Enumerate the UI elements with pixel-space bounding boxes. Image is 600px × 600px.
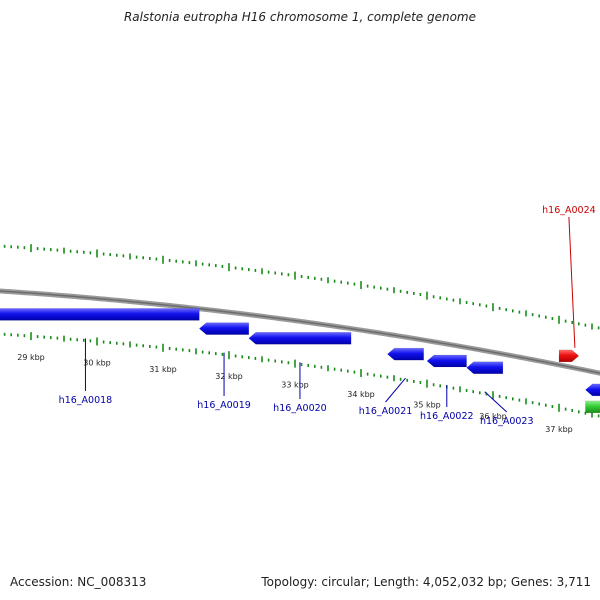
reverse-gene-arrow[interactable] — [585, 383, 600, 397]
gene-features — [0, 308, 600, 414]
gene-labels: h16_A0018 h16_A0019 h16_A0020 h16_A0021 h16_… — [59, 205, 596, 427]
reverse-gene-arrow[interactable] — [0, 308, 200, 321]
inner-tick-marks — [3, 332, 600, 418]
forward-gene-arrow[interactable] — [558, 349, 580, 363]
kbp-tick-label: 30 kbp — [83, 358, 111, 367]
gene-label[interactable]: h16_A0021 — [359, 406, 413, 417]
kbp-tick-label: 37 kbp — [545, 425, 573, 434]
accession-text: Accession: NC_008313 — [10, 575, 147, 589]
gene-label[interactable]: h16_A0022 — [420, 411, 474, 422]
kbp-tick-label: 31 kbp — [149, 365, 177, 374]
gene-label[interactable]: h16_A0023 — [480, 416, 534, 427]
map-title: Ralstonia eutropha H16 chromosome 1, com… — [123, 10, 477, 24]
chromosome-backbone — [0, 288, 600, 376]
genome-summary-text: Topology: circular; Length: 4,052,032 bp… — [261, 575, 591, 589]
gene-label[interactable]: h16_A0018 — [59, 395, 113, 406]
backbone-core — [0, 290, 600, 374]
kbp-tick-label: 35 kbp — [413, 401, 441, 410]
gene-label-leader — [568, 216, 576, 348]
gene-label[interactable]: h16_A0024 — [542, 205, 596, 216]
gene-label[interactable]: h16_A0020 — [273, 403, 327, 414]
reverse-gene-arrow[interactable] — [426, 354, 467, 368]
kbp-tick-label: 33 kbp — [281, 381, 309, 390]
gene-label-leader — [385, 377, 406, 403]
reverse-gene-arrow[interactable] — [387, 347, 424, 361]
kbp-tick-label: 29 kbp — [17, 353, 45, 362]
gene-label[interactable]: h16_A0019 — [197, 400, 251, 411]
kbp-tick-label: 36 kbp — [479, 412, 507, 421]
reverse-gene-arrow[interactable] — [248, 332, 352, 345]
other-gene-bar[interactable] — [585, 400, 600, 414]
outer-tick-marks — [3, 244, 600, 330]
kbp-tick-label: 34 kbp — [347, 390, 375, 399]
reverse-gene-arrow[interactable] — [198, 322, 250, 335]
reverse-gene-arrow[interactable] — [466, 361, 504, 374]
gene-label-leader — [484, 391, 508, 413]
kbp-labels: 29 kbp 30 kbp 31 kbp 32 kbp 33 kbp 34 kbp 35 k… — [17, 353, 573, 434]
kbp-tick-label: 32 kbp — [215, 372, 243, 381]
